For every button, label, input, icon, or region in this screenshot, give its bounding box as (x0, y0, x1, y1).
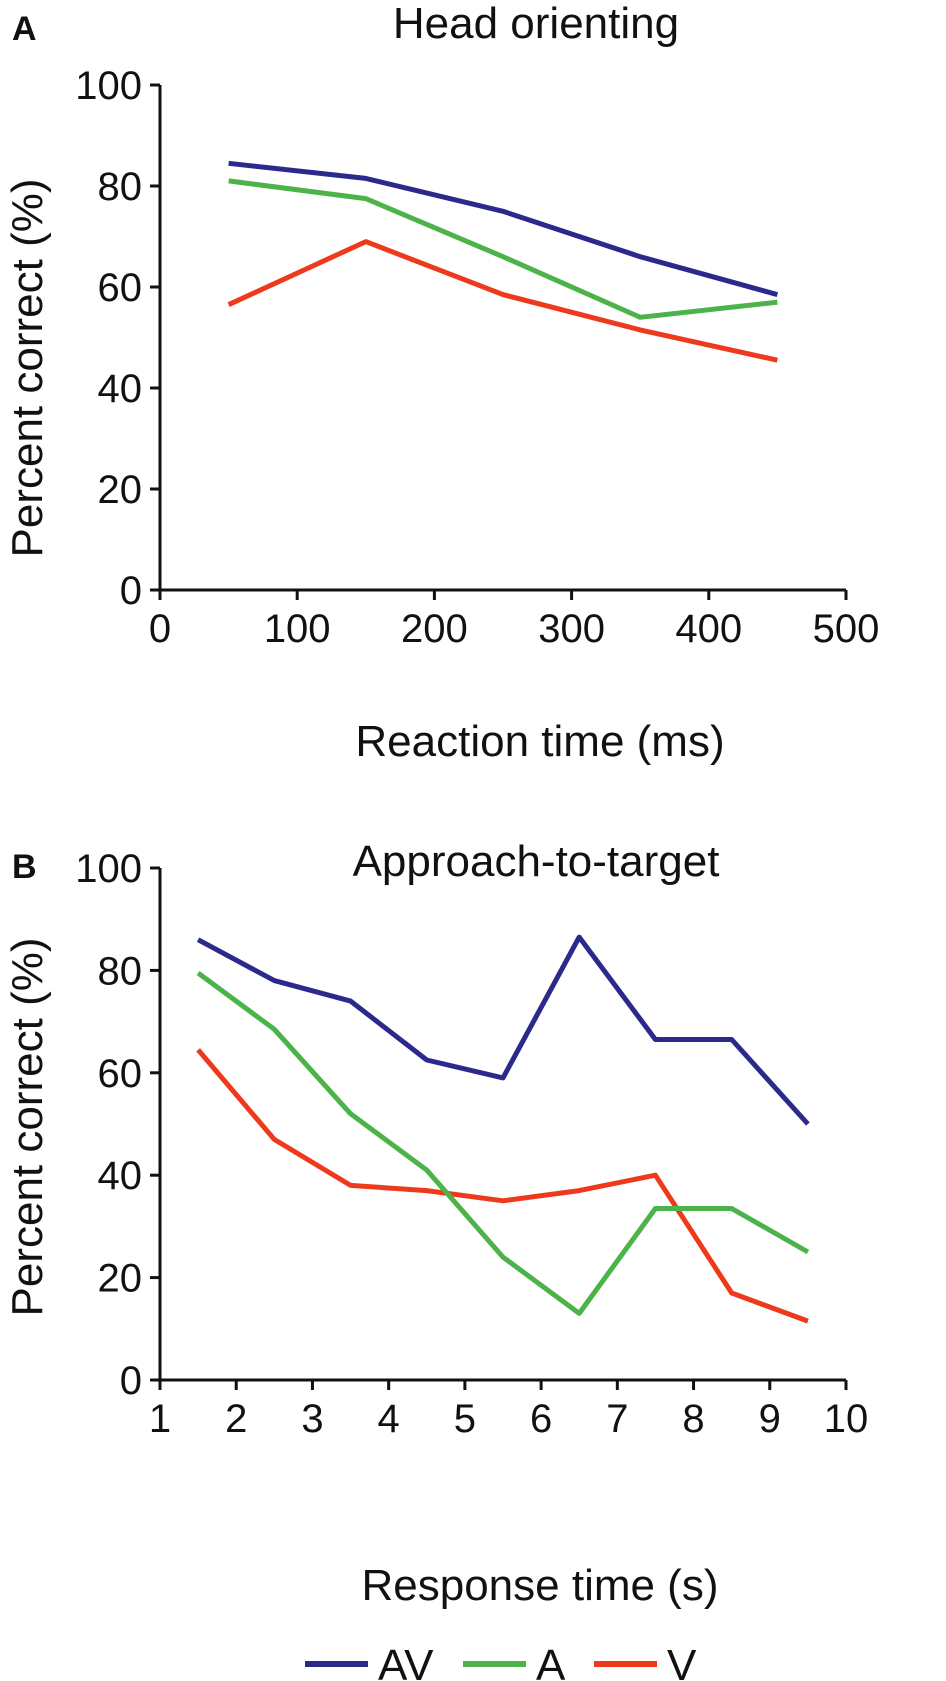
panel-b-x-tick-label-5: 5 (454, 1397, 476, 1441)
panel-a-x-tick-label-200: 200 (401, 607, 468, 651)
panel-a-y-tick-label-40: 40 (98, 367, 143, 411)
panel-b-y-tick-label-100: 100 (75, 847, 142, 891)
panel-b: B Approach-to-target 0 20 40 60 80 100 1 2 3 4 5 6 7… (3, 837, 868, 1610)
panel-a-x-tick-label-400: 400 (675, 607, 742, 651)
panel-b-y-tick-label-40: 40 (98, 1154, 143, 1198)
panel-b-x-tick-label-7: 7 (606, 1397, 628, 1441)
panel-b-x-tick-label-1: 1 (149, 1397, 171, 1441)
panel-a-x-tick-label-100: 100 (264, 607, 331, 651)
panel-b-x-tick-label-9: 9 (759, 1397, 781, 1441)
panel-a-x-tick-label-500: 500 (813, 607, 880, 651)
panel-a-x-tick-label-300: 300 (538, 607, 605, 651)
panel-b-y-tick-label-0: 0 (120, 1359, 142, 1403)
panel-b-plot: 0 20 40 60 80 100 1 2 3 4 5 6 7 8 9 10 (75, 847, 868, 1441)
panel-b-x-tick-label-4: 4 (378, 1397, 400, 1441)
legend: AV A V (305, 1641, 697, 1681)
panel-a-series-v-line (227, 239, 778, 363)
panel-a-y-tick-label-20: 20 (98, 468, 143, 512)
panel-a-xlabel: Reaction time (ms) (355, 717, 724, 766)
panel-b-series-v-line (196, 1048, 809, 1324)
panel-a-y-tick-label-60: 60 (98, 266, 143, 310)
panel-a-series-av-line (228, 160, 779, 298)
panel-a-letter: A (12, 10, 37, 48)
panel-b-x-tick-label-10: 10 (824, 1397, 869, 1441)
panel-b-y-tick-label-80: 80 (98, 949, 143, 993)
panel-b-series-a-line (196, 970, 810, 1316)
panel-b-x-tick-label-6: 6 (530, 1397, 552, 1441)
panel-a-y-tick-label-100: 100 (75, 64, 142, 108)
panel-a-y-tick-label-0: 0 (120, 569, 142, 613)
legend-label-av: AV (378, 1641, 434, 1681)
panel-b-xlabel: Response time (s) (361, 1561, 718, 1610)
panel-b-series-av-line (196, 934, 810, 1126)
legend-label-a: A (536, 1641, 566, 1681)
panel-b-title: Approach-to-target (353, 837, 720, 886)
panel-b-letter: B (12, 848, 37, 886)
panel-b-y-tick-label-60: 60 (98, 1052, 143, 1096)
panel-b-x-tick-label-3: 3 (301, 1397, 323, 1441)
panel-a-ylabel: Percent correct (%) (3, 179, 52, 558)
panel-a-y-tick-label-80: 80 (98, 165, 143, 209)
panel-a-plot: 0 20 40 60 80 100 0 100 200 300 400 500 (75, 64, 879, 651)
panel-b-ylabel: Percent correct (%) (3, 938, 52, 1317)
panel-b-x-tick-label-2: 2 (225, 1397, 247, 1441)
panel-a: A Head orienting 0 20 40 60 80 100 0 100 200 300 4… (3, 0, 879, 766)
panel-b-y-tick-label-20: 20 (98, 1257, 143, 1301)
panel-a-title: Head orienting (393, 0, 679, 48)
legend-label-v: V (667, 1641, 697, 1681)
panel-a-x-tick-label-0: 0 (149, 607, 171, 651)
panel-a-series-a-line (228, 178, 778, 320)
panel-b-x-tick-label-8: 8 (682, 1397, 704, 1441)
